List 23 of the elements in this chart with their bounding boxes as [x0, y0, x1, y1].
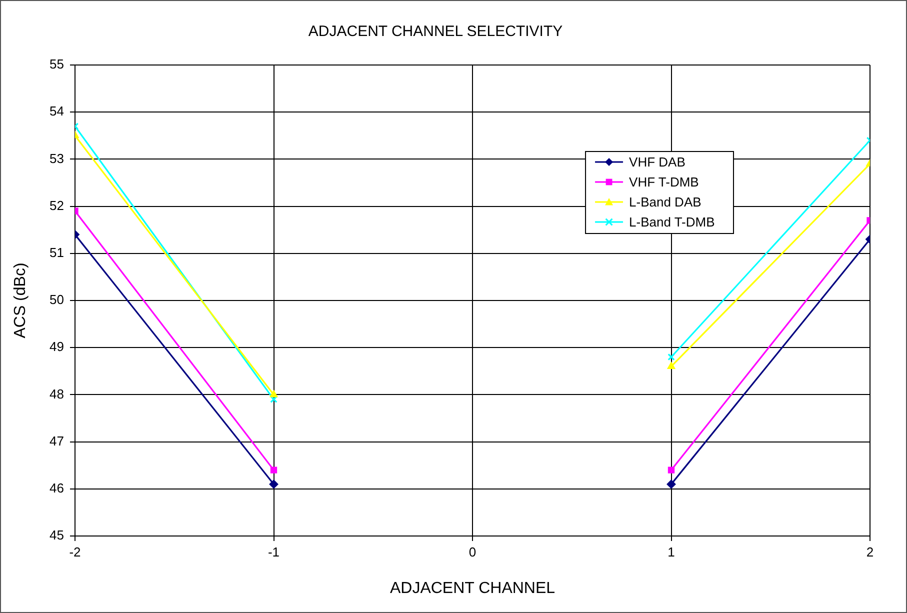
y-tick-label: 46 — [50, 480, 64, 496]
y-tick-label: 50 — [50, 292, 64, 308]
x-tick-label: 1 — [668, 544, 675, 560]
x-axis-title: ADJACENT CHANNEL — [390, 580, 556, 597]
legend-label: VHF DAB — [629, 154, 686, 170]
y-tick-label: 55 — [50, 56, 64, 72]
legend-label: L-Band DAB — [629, 194, 702, 210]
y-tick-label: 53 — [50, 150, 64, 166]
legend-label: L-Band T-DMB — [629, 214, 715, 230]
y-axis-title: ACS (dBc) — [12, 262, 30, 338]
x-tick-label: 2 — [866, 544, 874, 560]
y-tick-label: 49 — [50, 339, 64, 354]
y-tick-label: 48 — [50, 386, 64, 402]
y-tick-label: 54 — [50, 104, 64, 119]
y-tick-label: 51 — [50, 244, 64, 260]
x-tick-label: -1 — [268, 544, 280, 560]
legend-label: VHF T-DMB — [629, 174, 699, 190]
y-tick-label: 45 — [50, 528, 64, 543]
chart-title: ADJACENT CHANNEL SELECTIVITY — [308, 23, 563, 40]
y-tick-label: 47 — [50, 433, 64, 448]
x-tick-label: -2 — [69, 544, 81, 560]
y-tick-label: 52 — [50, 198, 64, 213]
x-tick-label: 0 — [468, 544, 476, 560]
